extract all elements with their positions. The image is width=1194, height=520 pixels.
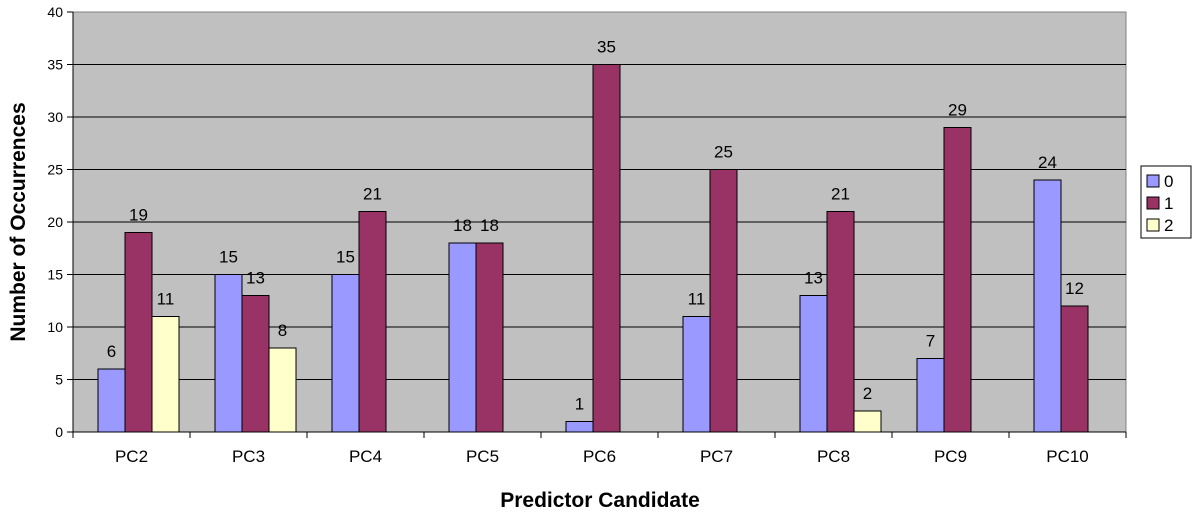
data-label: 13 xyxy=(246,269,265,288)
data-label: 35 xyxy=(597,38,616,57)
data-label: 18 xyxy=(480,216,499,235)
data-label: 21 xyxy=(363,185,382,204)
bar-PC7-series-0 xyxy=(682,316,711,433)
y-tick-label: 40 xyxy=(47,4,63,20)
data-label: 11 xyxy=(688,290,706,309)
bar-PC4-series-1 xyxy=(358,211,387,433)
y-tick-label: 5 xyxy=(55,372,63,388)
bar-PC6-series-1 xyxy=(592,64,621,433)
bar-PC3-series-1 xyxy=(241,295,270,433)
legend-label: 1 xyxy=(1164,194,1173,213)
data-label: 13 xyxy=(804,269,823,288)
bar-PC10-series-0 xyxy=(1033,179,1062,433)
legend-label: 0 xyxy=(1164,172,1173,191)
legend-label: 2 xyxy=(1164,216,1173,235)
x-tick-label: PC7 xyxy=(700,447,733,466)
data-label: 12 xyxy=(1065,279,1084,298)
x-tick-label: PC9 xyxy=(934,447,967,466)
bar-PC8-series-0 xyxy=(799,295,828,433)
x-tick-label: PC2 xyxy=(115,447,148,466)
data-label: 18 xyxy=(453,216,472,235)
data-label: 25 xyxy=(714,143,733,162)
y-tick-label: 35 xyxy=(47,57,63,73)
x-tick-label: PC6 xyxy=(583,447,616,466)
bar-PC3-series-0 xyxy=(214,274,243,433)
y-tick-label: 0 xyxy=(55,424,63,440)
y-tick-label: 20 xyxy=(47,214,63,230)
x-tick-label: PC8 xyxy=(817,447,850,466)
bar-PC5-series-0 xyxy=(448,242,477,433)
bars xyxy=(97,64,1089,433)
bar-PC10-series-1 xyxy=(1060,305,1089,433)
x-tick-label: PC10 xyxy=(1046,447,1089,466)
y-tick-label: 15 xyxy=(47,267,63,283)
data-label: 7 xyxy=(926,332,935,351)
data-label: 11 xyxy=(157,290,175,309)
data-labels: 6 19 11 15 13 8 15 21 18 18 1 35 11 25 13 21 2 7 29 24 12 xyxy=(107,38,1084,414)
data-label: 15 xyxy=(336,248,355,267)
bar-PC4-series-0 xyxy=(331,274,360,433)
y-tick-label: 30 xyxy=(47,109,63,125)
x-tick-label: PC3 xyxy=(232,447,265,466)
bar-PC6-series-0 xyxy=(565,421,594,433)
legend-swatch xyxy=(1146,196,1160,210)
x-tick-label: PC4 xyxy=(349,447,382,466)
data-label: 6 xyxy=(107,342,116,361)
bar-PC3-series-2 xyxy=(268,347,297,433)
data-label: 21 xyxy=(831,185,850,204)
x-axis-ticks: PC2 PC3 PC4 PC5 PC6 PC7 PC8 PC9 PC10 xyxy=(72,432,1127,466)
bar-PC7-series-1 xyxy=(709,169,738,433)
data-label: 1 xyxy=(575,395,584,414)
bar-PC2-series-0 xyxy=(97,368,126,433)
y-axis-title: Number of Occurrences xyxy=(7,102,30,341)
legend-swatch xyxy=(1146,174,1160,188)
legend: 0 1 2 xyxy=(1140,165,1192,239)
data-label: 8 xyxy=(278,321,287,340)
x-axis-title: Predictor Candidate xyxy=(500,489,700,512)
y-tick-label: 25 xyxy=(47,162,63,178)
legend-swatch xyxy=(1146,218,1160,232)
data-label: 2 xyxy=(863,384,872,403)
bar-PC2-series-1 xyxy=(124,232,153,433)
data-label: 29 xyxy=(948,101,967,120)
y-axis-ticks: 0 5 10 15 20 25 30 35 40 xyxy=(47,4,1126,440)
data-label: 15 xyxy=(219,248,238,267)
bar-PC8-series-2 xyxy=(853,410,882,433)
bar-PC2-series-2 xyxy=(151,316,180,433)
data-label: 24 xyxy=(1038,153,1057,172)
bar-PC8-series-1 xyxy=(826,211,855,433)
bar-PC9-series-0 xyxy=(916,358,945,433)
x-tick-label: PC5 xyxy=(466,447,499,466)
bar-PC5-series-1 xyxy=(475,242,504,433)
data-label: 19 xyxy=(129,206,148,225)
bar-PC9-series-1 xyxy=(943,127,972,433)
y-tick-label: 10 xyxy=(47,319,63,335)
